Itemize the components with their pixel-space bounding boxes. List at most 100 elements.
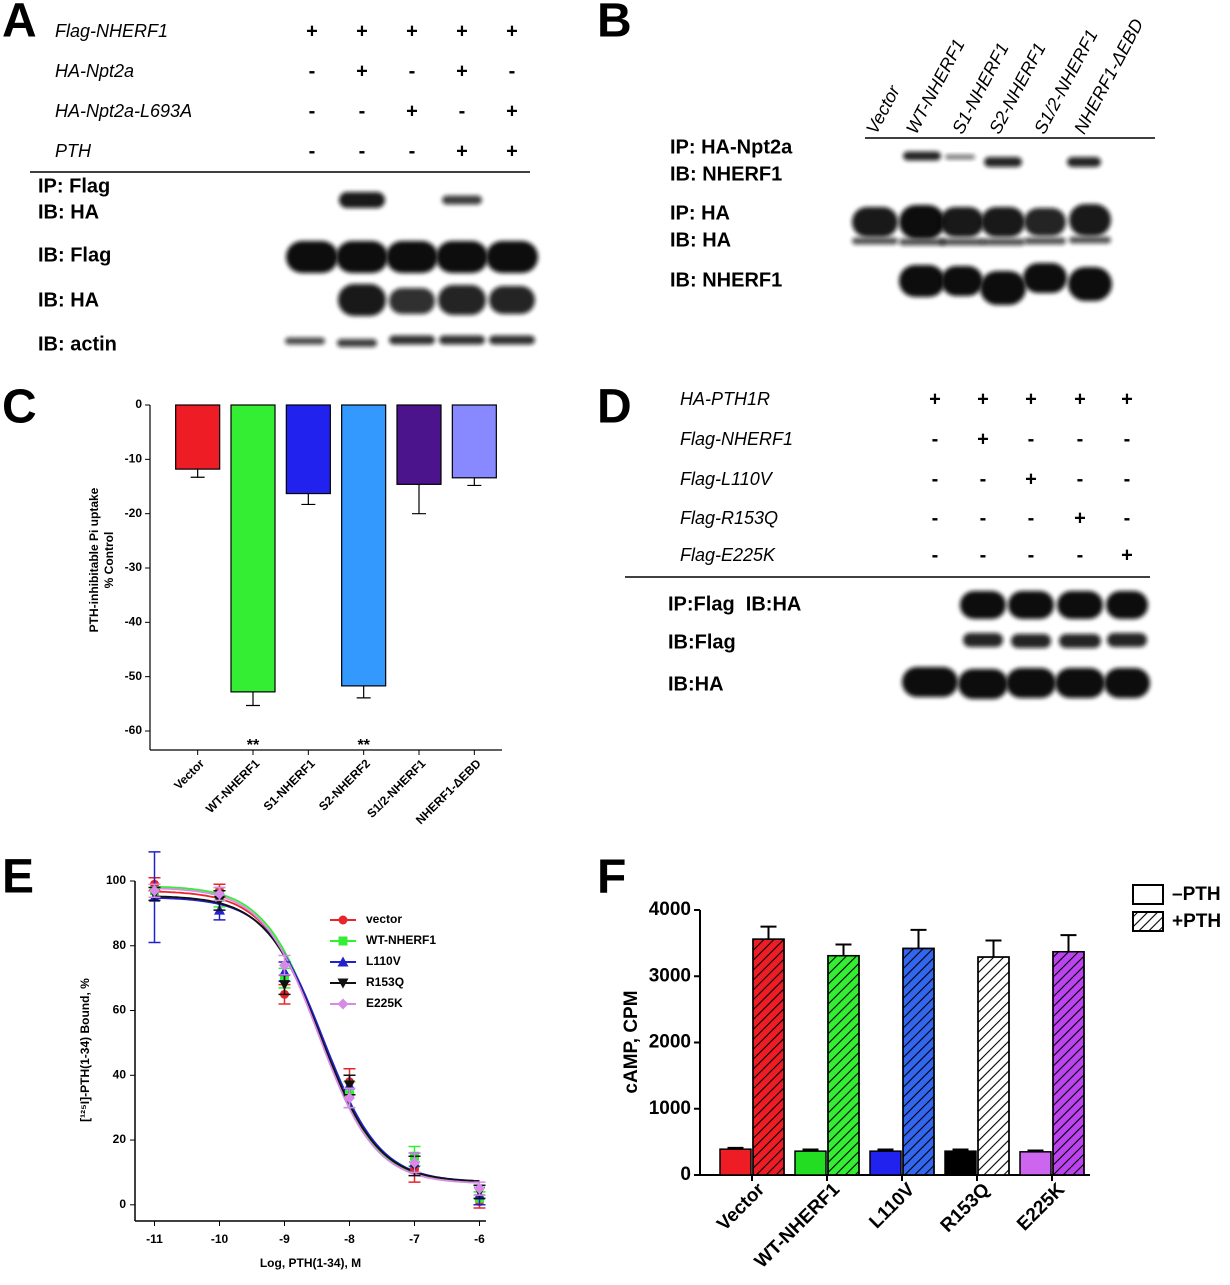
condition-sign: - <box>932 544 939 566</box>
y-tick-label: 0 <box>135 397 142 411</box>
condition-sign: - <box>309 100 316 122</box>
condition-sign: - <box>932 507 939 529</box>
panel-letter: E <box>2 851 34 904</box>
blot-label: IP: HA-Npt2a <box>670 136 793 158</box>
condition-sign: - <box>459 100 466 122</box>
condition-sign: - <box>359 100 366 122</box>
condition-sign: + <box>1121 544 1133 566</box>
blot-band <box>389 288 435 314</box>
blot-label: IB: NHERF1 <box>670 269 782 291</box>
blot-band <box>1069 236 1111 244</box>
condition-sign: - <box>1124 428 1131 450</box>
blot-band <box>389 335 435 345</box>
y-tick-label: -20 <box>125 506 143 520</box>
bar-hatch <box>1052 950 1085 1176</box>
blot-label: IP: HA <box>670 202 730 224</box>
blot-band <box>852 207 898 237</box>
error-bar <box>467 477 482 487</box>
condition-sign: + <box>977 428 989 450</box>
condition-sign: - <box>359 140 366 162</box>
blot-band <box>1068 267 1112 301</box>
y-tick-label: -40 <box>125 615 143 629</box>
x-tick-label: -10 <box>211 1232 229 1246</box>
legend-marker <box>337 956 349 967</box>
fit-curve <box>154 887 480 1184</box>
blot-band <box>1055 668 1105 698</box>
blot-band <box>1057 591 1103 619</box>
legend-marker <box>337 978 349 989</box>
y-tick-label: -10 <box>125 452 143 466</box>
condition-sign: + <box>456 140 468 162</box>
y-tick-label: 4000 <box>649 899 691 920</box>
error-bar <box>246 691 260 707</box>
blot-band <box>960 591 1006 619</box>
blot-band <box>337 339 377 347</box>
condition-label: HA-Npt2a-L693A <box>55 101 192 121</box>
condition-label: Flag-R153Q <box>680 508 778 528</box>
condition-sign: + <box>1074 507 1086 529</box>
condition-sign: + <box>306 20 318 42</box>
condition-sign: + <box>456 20 468 42</box>
blot-band <box>902 667 958 697</box>
legend-label: E225K <box>366 996 403 1010</box>
y-tick-label: 80 <box>113 938 127 952</box>
bar-hatch <box>902 947 935 1176</box>
legend-swatch <box>1132 884 1164 905</box>
bar <box>341 404 387 687</box>
panel-letter: F <box>597 851 626 904</box>
blot-band <box>945 154 975 160</box>
condition-sign: + <box>406 20 418 42</box>
y-tick-label: 40 <box>113 1067 127 1081</box>
condition-sign: + <box>1025 468 1037 490</box>
annotation: ** <box>247 737 260 754</box>
blot-band <box>899 205 945 239</box>
legend-marker <box>338 915 348 925</box>
blot-band <box>438 285 486 315</box>
error-bar <box>356 685 371 699</box>
legend-label: +PTH <box>1172 911 1221 932</box>
blot-band <box>852 237 898 245</box>
blot-label: IP: Flag <box>38 175 110 197</box>
data-point <box>279 980 290 991</box>
legend-label: L110V <box>366 954 401 968</box>
blot-label: IB: HA <box>38 289 99 311</box>
blot-label: IB: NHERF1 <box>670 163 782 185</box>
condition-sign: + <box>1074 388 1086 410</box>
bar <box>944 1150 977 1176</box>
blot-band <box>981 207 1025 237</box>
condition-sign: - <box>1077 428 1084 450</box>
blot-band <box>436 241 488 273</box>
condition-sign: - <box>932 428 939 450</box>
condition-sign: + <box>506 140 518 162</box>
condition-label: Flag-NHERF1 <box>55 21 168 41</box>
blot-label: IB:Flag <box>668 631 736 653</box>
error-bar <box>985 939 1002 958</box>
y-axis-label: cAMP, CPM <box>621 990 642 1093</box>
x-tick-label: -6 <box>474 1232 485 1246</box>
blot-band <box>1023 263 1067 293</box>
data-point <box>344 1092 355 1104</box>
legend-hatch <box>1132 911 1164 932</box>
blot-band <box>1069 204 1111 236</box>
condition-label: HA-PTH1R <box>680 389 770 409</box>
y-tick-label: 1000 <box>649 1098 691 1119</box>
y-tick-label: 0 <box>119 1197 126 1211</box>
condition-sign: + <box>929 388 941 410</box>
x-tick-label: -7 <box>409 1232 420 1246</box>
blot-band <box>899 265 945 297</box>
panel-letter: B <box>597 0 632 48</box>
y-tick-label: -50 <box>125 669 143 683</box>
y-axis-label: % Control <box>102 532 116 589</box>
y-tick-label: 100 <box>106 873 126 887</box>
condition-sign: - <box>1077 468 1084 490</box>
blot-band <box>899 238 945 246</box>
blot-label: IB:HA <box>668 673 724 695</box>
error-bar <box>760 925 777 940</box>
bar <box>175 404 221 470</box>
condition-sign: - <box>309 140 316 162</box>
blot-band <box>1024 208 1066 236</box>
bar <box>1019 1151 1052 1176</box>
legend-label: vector <box>366 912 402 926</box>
y-tick-label: 0 <box>680 1164 691 1185</box>
bar <box>230 404 276 693</box>
